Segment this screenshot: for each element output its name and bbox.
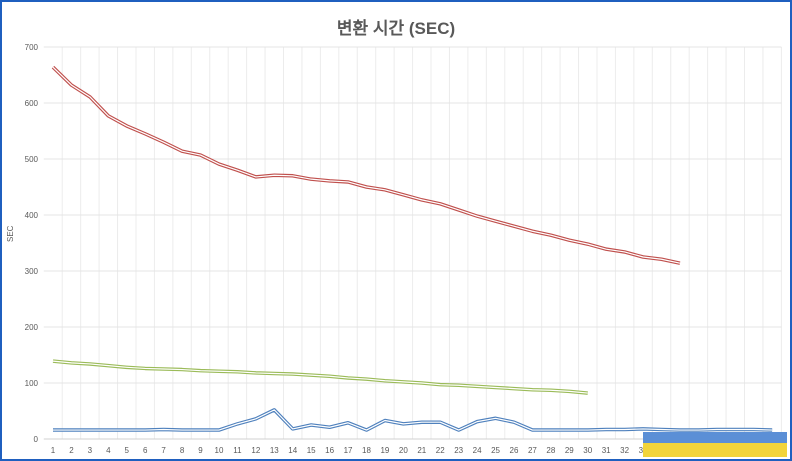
x-tick-label: 17 <box>344 446 353 455</box>
x-tick-label: 21 <box>417 446 426 455</box>
y-tick-label: 700 <box>25 43 39 52</box>
x-tick-label: 13 <box>270 446 279 455</box>
x-tick-label: 23 <box>454 446 463 455</box>
x-tick-label: 10 <box>215 446 224 455</box>
x-tick-label: 26 <box>510 446 519 455</box>
series-line-inner-2 <box>53 409 773 431</box>
chart-title: 변환 시간 (SEC) <box>336 19 456 38</box>
x-tick-label: 7 <box>161 446 166 455</box>
x-tick-label: 32 <box>620 446 629 455</box>
series-line-0 <box>51 65 681 265</box>
y-tick-label: 0 <box>34 435 39 444</box>
x-tick-label: 2 <box>69 446 74 455</box>
x-tick-label: 15 <box>307 446 316 455</box>
x-tick-label: 8 <box>180 446 185 455</box>
y-tick-label: 200 <box>25 323 39 332</box>
x-tick-label: 11 <box>233 446 242 455</box>
series-line-inner-0 <box>52 66 681 264</box>
y-tick-label: 400 <box>25 211 39 220</box>
series-line-inner-1 <box>52 360 588 394</box>
x-tick-label: 24 <box>473 446 482 455</box>
x-tick-label: 4 <box>106 446 111 455</box>
y-tick-label: 100 <box>25 379 39 388</box>
x-tick-label: 1 <box>51 446 56 455</box>
x-tick-label: 14 <box>288 446 297 455</box>
x-tick-label: 30 <box>583 446 592 455</box>
x-tick-label: 6 <box>143 446 148 455</box>
x-tick-label: 12 <box>251 446 260 455</box>
y-tick-label: 300 <box>25 267 39 276</box>
x-tick-label: 16 <box>325 446 334 455</box>
y-tick-label: 600 <box>25 99 39 108</box>
x-tick-label: 9 <box>198 446 203 455</box>
watermark <box>643 432 787 457</box>
x-tick-label: 22 <box>436 446 445 455</box>
x-tick-label: 27 <box>528 446 537 455</box>
x-tick-label: 28 <box>546 446 555 455</box>
x-tick-label: 3 <box>88 446 93 455</box>
x-tick-label: 29 <box>565 446 574 455</box>
y-tick-label: 500 <box>25 155 39 164</box>
x-tick-label: 25 <box>491 446 500 455</box>
x-tick-label: 18 <box>362 446 371 455</box>
x-tick-label: 5 <box>125 446 130 455</box>
x-tick-label: 20 <box>399 446 408 455</box>
x-tick-label: 31 <box>602 446 611 455</box>
x-tick-label: 19 <box>380 446 389 455</box>
